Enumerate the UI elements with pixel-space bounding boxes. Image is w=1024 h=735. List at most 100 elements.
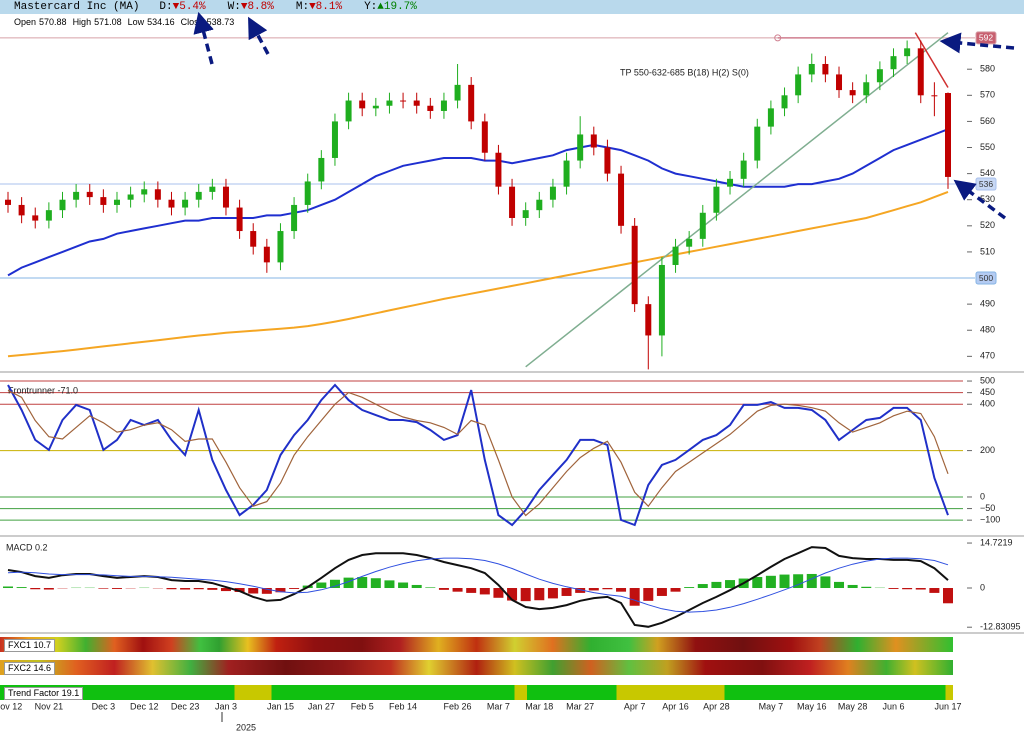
x-tick-label: Jun 17 (934, 701, 961, 711)
candle-body (359, 100, 366, 109)
candle-body (549, 186, 556, 200)
candle-body (645, 304, 652, 336)
candle-body (127, 194, 134, 200)
candle-body (495, 152, 502, 187)
candle-body (400, 100, 407, 102)
panel-label: Frontrunner -71.0 (8, 385, 78, 395)
y-tick-label: 520 (980, 220, 995, 230)
candle-body (836, 74, 843, 91)
x-tick-label: Dec 23 (171, 701, 200, 711)
x-tick-label: Nov 21 (35, 701, 64, 711)
candle-body (331, 121, 338, 158)
histogram-bar (384, 580, 395, 589)
histogram-bar (166, 588, 177, 590)
histogram-bar (438, 588, 449, 590)
candle-body (5, 199, 11, 205)
x-tick-label: Jun 6 (882, 701, 904, 711)
arrows (193, 11, 1015, 220)
candle-body (672, 246, 679, 265)
candle-body (931, 95, 938, 97)
histogram-bar (929, 588, 940, 593)
candle-body (536, 199, 543, 211)
x-tick-label: Jan 27 (308, 701, 335, 711)
y-tick-label: 530 (980, 194, 995, 204)
candle-body (236, 207, 243, 232)
histogram-bar (3, 586, 13, 589)
y-tick-label: 0 (980, 582, 985, 592)
ohlc-value: 570.88 (39, 17, 67, 27)
change-label: D: (159, 1, 173, 13)
change-label: Y: (364, 1, 378, 13)
y-tick-label: −50 (980, 503, 995, 513)
histogram-bar (575, 588, 586, 593)
histogram-bar (834, 581, 845, 589)
histogram-bar (765, 575, 776, 589)
y-tick-label: 400 (980, 399, 995, 409)
y-tick-label: 14.7219 (980, 537, 1013, 547)
y-tick-label: 480 (980, 325, 995, 335)
candle-body (59, 199, 66, 211)
y-tick-label: 500 (980, 375, 995, 385)
strip-label: FXC2 14.6 (4, 662, 56, 675)
strip-label: FXC1 10.7 (4, 639, 56, 652)
year-label: 2025 (236, 722, 256, 732)
level-tag-label: 592 (979, 33, 993, 43)
histogram-bar (602, 588, 613, 590)
trend-anchor (774, 34, 782, 42)
candle-body (767, 108, 774, 127)
candle-body (727, 178, 734, 187)
candle-body (563, 160, 570, 187)
change-label: W: (227, 1, 241, 13)
histogram-bar (30, 588, 41, 590)
x-tick-label: Apr 16 (662, 701, 689, 711)
series-line (7, 557, 949, 613)
candle-body (304, 181, 311, 205)
candle-body (522, 210, 529, 218)
candle-body (100, 197, 107, 205)
level-tag-label: 536 (979, 179, 993, 189)
ohlc-value: 534.16 (147, 17, 175, 27)
histogram-bar (697, 584, 708, 589)
arrow (953, 179, 1007, 220)
histogram-bar (193, 588, 204, 590)
x-tick-label: Jan 3 (215, 701, 237, 711)
candle-body (904, 48, 911, 57)
histogram-bar (725, 580, 736, 589)
histogram-bar (520, 588, 531, 602)
x-tick-label: Apr 28 (703, 701, 730, 711)
candle-body (263, 246, 270, 263)
candle-body (277, 231, 284, 263)
y-tick-label: 510 (980, 246, 995, 256)
ohlc-line: Open 570.88 High 571.08 Low 534.16 Close 538.73 (14, 16, 234, 28)
series-line (7, 546, 949, 628)
candle-body (481, 121, 488, 153)
change-value: ▼5.4% (172, 1, 206, 13)
x-tick-label: Jan 15 (267, 701, 294, 711)
change-value: ▼8.8% (240, 1, 274, 13)
x-tick-label: Dec 12 (130, 701, 159, 711)
y-tick-label: 490 (980, 299, 995, 309)
histogram-bar (43, 588, 54, 590)
y-tick-label: 570 (980, 90, 995, 100)
y-tick-label: −100 (980, 515, 1000, 525)
y-tick-label: 0 (980, 491, 985, 501)
histogram-bar (289, 588, 300, 589)
strip-label: Trend Factor 19.1 (4, 687, 84, 700)
ohlc-label: High (72, 17, 92, 27)
candle-body (863, 82, 870, 96)
fxc2-strip: FXC2 14.6 (0, 660, 953, 675)
x-tick-label: Feb 5 (351, 701, 374, 711)
histogram-bar (220, 588, 231, 592)
histogram-bar (343, 577, 354, 589)
candle-body (73, 191, 80, 200)
y-tick-label: 550 (980, 142, 995, 152)
candle-body (154, 189, 161, 200)
annotation: TP 550-632-685 B(18) H(2) S(0) (620, 67, 749, 77)
candle-body (890, 56, 897, 70)
x-tick-label: Mar 27 (566, 701, 594, 711)
histogram-bar (180, 588, 191, 590)
candle-body (440, 100, 447, 111)
x-tick-label: Feb 14 (389, 701, 417, 711)
candle-body (849, 90, 856, 96)
